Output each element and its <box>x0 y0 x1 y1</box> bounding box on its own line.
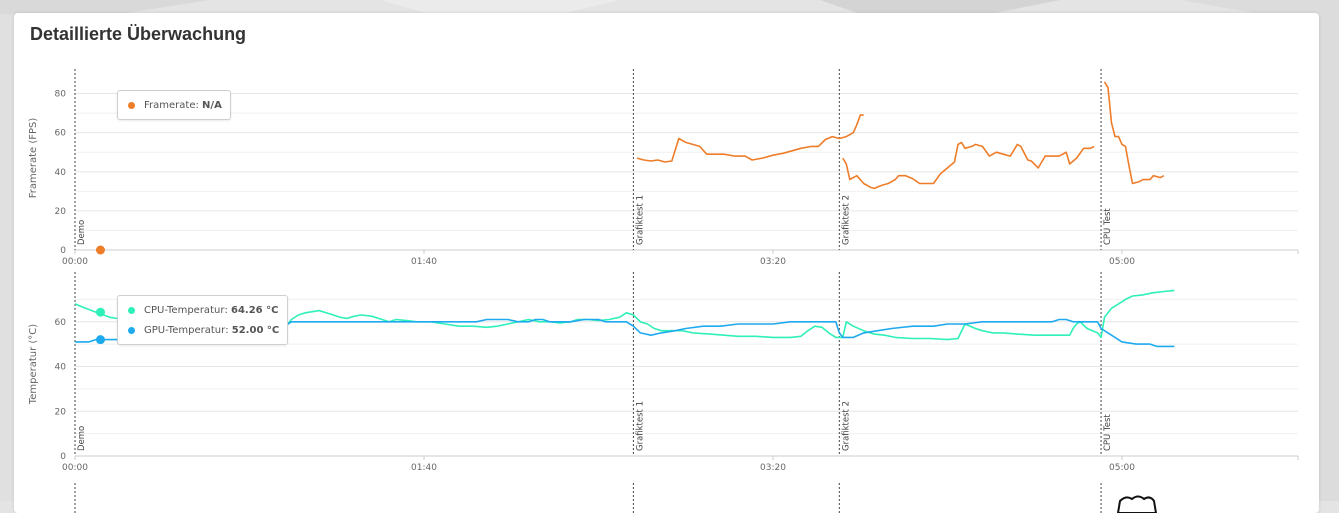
temperature-tooltip: CPU-Temperatur: 64.26 °C GPU-Temperatur:… <box>117 295 288 345</box>
section-marker-label: Grafiktest 2 <box>841 195 851 245</box>
y-axis-title: Temperatur (°C) <box>28 324 39 405</box>
tooltip-value-cpu: 64.26 °C <box>231 305 278 316</box>
y-tick-label: 60 <box>55 318 67 328</box>
tooltip-label-framerate: Framerate <box>144 100 195 111</box>
framerate-legend-dot <box>128 102 135 109</box>
x-tick-label: 00:00 <box>62 257 88 267</box>
section-marker-label: CPU Test <box>1103 414 1113 451</box>
tooltip-label-gpu: GPU-Temperatur <box>144 325 225 336</box>
x-tick-label: 03:20 <box>760 463 786 473</box>
y-axis-title: Framerate (FPS) <box>28 118 39 199</box>
tooltip-row-gpu: GPU-Temperatur: 52.00 °C <box>128 320 279 340</box>
framerate-tooltip: Framerate: N/A <box>117 90 231 120</box>
y-tick-label: 20 <box>55 407 67 417</box>
gpu-legend-dot <box>128 327 135 334</box>
hover-point-framerate <box>96 246 105 255</box>
tooltip-label-cpu: CPU-Temperatur <box>144 305 224 316</box>
y-tick-label: 0 <box>60 452 66 462</box>
x-tick-label: 01:40 <box>411 257 437 267</box>
x-tick-label: 05:00 <box>1109 463 1135 473</box>
hover-point-cpu <box>96 308 105 317</box>
series-line-1-1-2 <box>843 142 1094 188</box>
tooltip-row-framerate: Framerate: N/A <box>128 95 222 115</box>
y-tick-label: 0 <box>60 246 66 256</box>
x-tick-label: 01:40 <box>411 463 437 473</box>
y-tick-label: 60 <box>55 129 67 139</box>
cpu-legend-dot <box>128 307 135 314</box>
tooltip-value-framerate: N/A <box>202 100 222 111</box>
y-tick-label: 80 <box>55 90 67 100</box>
y-tick-label: 40 <box>55 363 67 373</box>
section-marker-label: Demo <box>77 426 87 451</box>
charts-canvas: 0 20 40 60 80 00:00 01:40 03:20 05:00 Framerate (… <box>14 13 1319 513</box>
tooltip-value-gpu: 52.00 °C <box>232 325 279 336</box>
section-marker-label: Grafiktest 1 <box>635 401 645 451</box>
x-tick-label: 05:00 <box>1109 257 1135 267</box>
tooltip-row-cpu: CPU-Temperatur: 64.26 °C <box>128 300 279 320</box>
y-tick-label: 40 <box>55 168 67 178</box>
section-marker-label: Grafiktest 2 <box>841 401 851 451</box>
x-tick-label: 03:20 <box>760 257 786 267</box>
section-marker-label: Demo <box>77 220 87 245</box>
next-panel-glyph <box>1118 497 1156 513</box>
y-tick-label: 20 <box>55 207 67 217</box>
section-marker-label: CPU Test <box>1103 208 1113 245</box>
series-line-1-1-1 <box>637 115 864 162</box>
x-tick-label: 00:00 <box>62 463 88 473</box>
section-marker-label: Grafiktest 1 <box>635 195 645 245</box>
hover-point-gpu <box>96 335 105 344</box>
